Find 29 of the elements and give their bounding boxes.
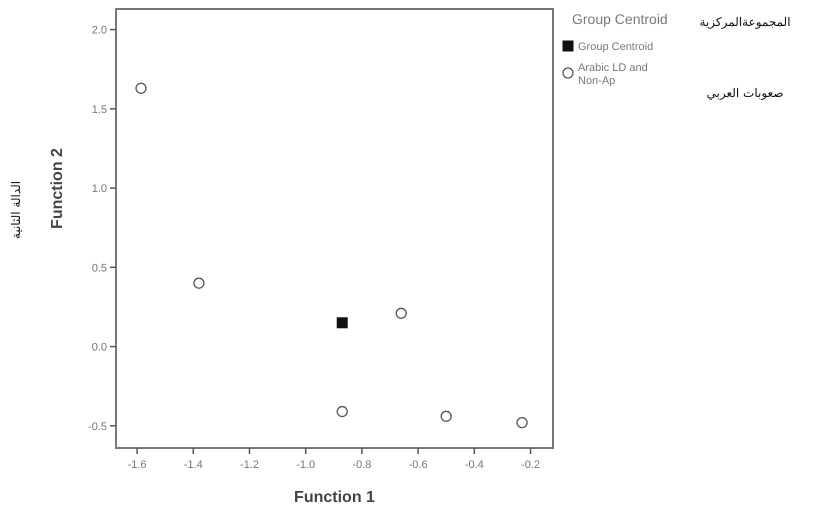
point — [396, 308, 407, 319]
point — [516, 416, 528, 428]
point — [336, 317, 348, 328]
x-axis-title: Function 1 — [294, 489, 376, 506]
y-tick-label: 1.0 — [92, 183, 107, 196]
text: المجموعةالمركزية — [699, 15, 791, 29]
x-tick-label: -1.4 — [184, 459, 203, 471]
point — [193, 278, 205, 289]
point — [135, 82, 147, 94]
x-tick-label: -0.6 — [408, 459, 428, 471]
x-tick-label: -0.2 — [521, 459, 540, 471]
point — [336, 406, 348, 418]
x-tick-label: -0.8 — [352, 459, 372, 471]
x-tick-label: -0.4 — [464, 459, 484, 471]
y-tick-label: 0.5 — [92, 262, 107, 274]
legend-label: Arabic LD and Non-Ap — [578, 62, 648, 87]
legend-title: Group Centroid — [572, 11, 668, 27]
x-tick-label: -1.0 — [296, 459, 316, 471]
y-tick-label: -0.5 — [88, 420, 107, 433]
y-tick-label: 0.0 — [92, 342, 107, 354]
legend-label: Group Centroid — [578, 41, 654, 53]
y-axis-title: Function 2 — [49, 148, 66, 229]
point — [440, 410, 452, 422]
text: الدالة الثانية — [9, 180, 23, 240]
x-tick-label: -1.2 — [240, 459, 259, 471]
y-tick-label: 2.0 — [92, 24, 107, 37]
x-tick-label: -1.6 — [128, 459, 147, 471]
y-tick-label: 1.5 — [92, 104, 107, 116]
text: صعوبات العربي — [706, 86, 784, 100]
